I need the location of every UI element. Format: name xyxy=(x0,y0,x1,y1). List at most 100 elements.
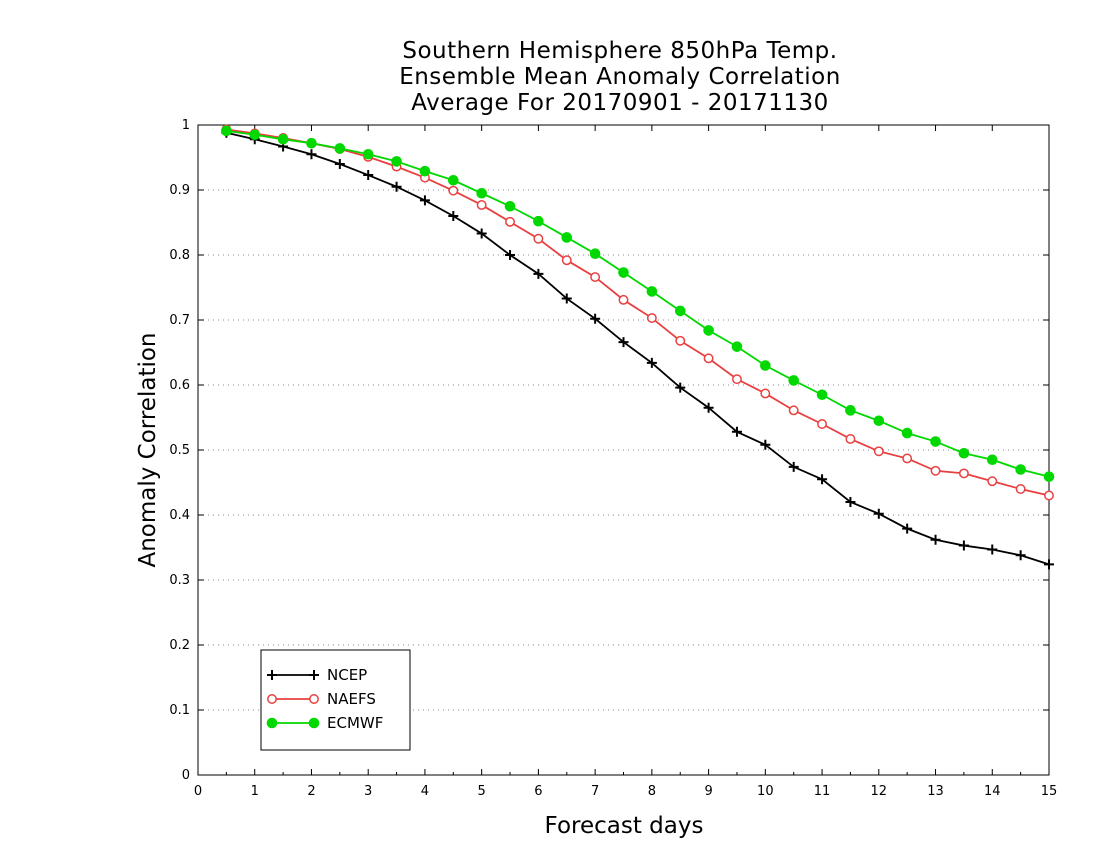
data-point-ecmwf xyxy=(476,187,487,199)
data-point-ecmwf xyxy=(391,156,402,167)
series-line-ncep xyxy=(226,131,1050,566)
data-point-ncep xyxy=(817,474,828,485)
y-tick-label: 0.2 xyxy=(169,638,190,653)
legend-marker-ecmwf xyxy=(266,717,278,729)
data-point-ncep xyxy=(958,540,969,551)
x-tick-label: 7 xyxy=(591,784,599,799)
data-point-ecmwf xyxy=(448,174,459,186)
data-point-ecmwf xyxy=(306,137,317,149)
data-point-ncep xyxy=(1015,550,1026,561)
chart-title-line-3: Average For 20170901 - 20171130 xyxy=(411,90,829,116)
data-point-ecmwf xyxy=(419,165,431,177)
x-tick-label: 9 xyxy=(704,784,712,799)
data-point-ecmwf xyxy=(901,427,913,439)
legend-label-ncep: NCEP xyxy=(327,666,367,684)
data-point-ecmwf xyxy=(504,200,516,212)
chart-title-line-1: Southern Hemisphere 850hPa Temp. xyxy=(402,38,838,64)
data-point-naefs xyxy=(930,465,941,476)
data-point-naefs xyxy=(788,405,799,416)
data-point-ecmwf xyxy=(277,134,289,145)
data-point-ncep xyxy=(533,268,544,279)
data-point-ncep xyxy=(363,170,374,181)
data-point-ecmwf xyxy=(760,360,771,371)
x-tick-label: 14 xyxy=(984,784,1001,799)
x-tick-label: 10 xyxy=(757,784,774,799)
data-point-ncep xyxy=(675,382,686,393)
x-tick-label: 5 xyxy=(478,784,486,799)
data-point-ncep xyxy=(873,508,884,519)
data-point-ncep xyxy=(703,402,714,413)
legend-label-ecmwf: ECMWF xyxy=(327,714,383,732)
legend: NCEP NAEFS ECMWF xyxy=(260,649,411,751)
data-point-ncep xyxy=(788,461,799,472)
series-ecmwf xyxy=(221,125,1055,482)
y-tick-label: 0.9 xyxy=(169,183,190,198)
chart-title-line-2: Ensemble Mean Anomaly Correlation xyxy=(399,64,841,90)
data-point-naefs xyxy=(1015,484,1026,494)
data-point-naefs xyxy=(817,419,828,429)
data-point-ecmwf xyxy=(362,148,374,160)
data-point-naefs xyxy=(732,374,742,385)
data-point-ecmwf xyxy=(986,454,998,466)
data-point-ecmwf xyxy=(1015,464,1026,475)
data-point-naefs xyxy=(703,353,714,364)
x-axis-label: Forecast days xyxy=(545,813,704,839)
data-point-ncep xyxy=(930,534,941,545)
data-point-naefs xyxy=(618,294,629,305)
data-point-ncep xyxy=(618,337,629,348)
data-point-ncep xyxy=(476,228,487,239)
x-tick-label: 15 xyxy=(1041,784,1058,799)
data-point-ecmwf xyxy=(221,125,232,137)
legend-marker-ncep xyxy=(267,670,277,680)
x-tick-label: 11 xyxy=(814,784,831,799)
data-point-ecmwf xyxy=(674,305,686,317)
x-tick-label: 3 xyxy=(364,784,372,799)
axes: 00.10.20.30.40.50.60.70.80.910 1 2 3 4 5 6 7 8 9 1… xyxy=(169,118,1057,799)
data-point-ecmwf xyxy=(561,232,573,243)
data-point-ecmwf xyxy=(589,248,601,259)
data-point-naefs xyxy=(845,434,856,444)
data-point-naefs xyxy=(505,216,515,227)
data-point-ncep xyxy=(731,426,742,437)
legend-marker-ecmwf xyxy=(308,717,320,729)
data-point-ncep xyxy=(419,195,430,206)
data-point-ncep xyxy=(902,523,913,534)
data-point-ecmwf xyxy=(873,415,885,427)
x-tick-label: 13 xyxy=(927,784,944,799)
y-tick-label: 0.6 xyxy=(169,378,190,393)
data-point-ncep xyxy=(987,544,998,555)
data-point-ecmwf xyxy=(958,447,970,459)
x-tick-label: 0 xyxy=(194,784,202,799)
legend-label-naefs: NAEFS xyxy=(327,690,376,708)
y-tick-label: 0.3 xyxy=(169,573,190,588)
y-tick-label: 1 xyxy=(182,118,190,133)
legend-box xyxy=(260,649,411,751)
data-point-naefs xyxy=(1044,490,1054,501)
data-point-ncep xyxy=(306,149,317,160)
data-point-ncep xyxy=(561,293,572,304)
data-point-ecmwf xyxy=(930,436,941,447)
y-tick-label: 0.5 xyxy=(169,443,190,458)
x-tick-label: 6 xyxy=(534,784,542,799)
data-point-naefs xyxy=(675,335,686,346)
data-point-naefs xyxy=(448,185,459,196)
legend-marker-naefs xyxy=(309,694,319,704)
data-point-ecmwf xyxy=(845,405,856,416)
data-point-ncep xyxy=(391,181,402,192)
y-axis-label: Anomaly Correlation xyxy=(135,332,161,567)
data-point-naefs xyxy=(958,468,969,479)
y-tick-label: 0.4 xyxy=(169,508,190,523)
y-tick-label: 0.8 xyxy=(169,248,190,263)
data-point-naefs xyxy=(987,476,998,487)
data-point-ncep xyxy=(448,211,459,221)
data-point-naefs xyxy=(561,255,572,266)
legend-marker-naefs xyxy=(267,694,277,704)
x-tick-label: 2 xyxy=(307,784,315,799)
series-layer xyxy=(221,124,1055,570)
data-point-ncep xyxy=(505,250,516,260)
x-tick-label: 1 xyxy=(251,784,259,799)
series-naefs xyxy=(221,124,1054,501)
data-point-ecmwf xyxy=(731,341,743,352)
y-tick-label: 0.7 xyxy=(169,313,190,328)
